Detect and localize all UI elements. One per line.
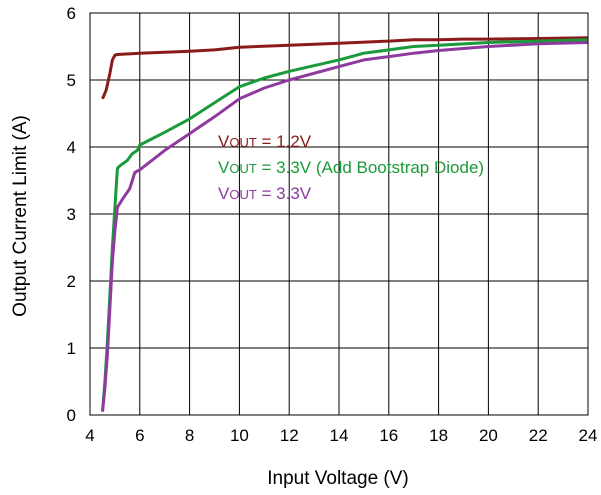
- x-tick-label: 22: [529, 426, 548, 445]
- x-tick-labels: 4 6 8 10 12 14 16 18 20 22 24: [85, 426, 597, 445]
- x-axis-title: Input Voltage (V): [267, 468, 409, 489]
- series-lines: [101, 36, 589, 412]
- x-tick-label: 14: [330, 426, 349, 445]
- y-tick-labels: 0 1 2 3 4 5 6: [67, 4, 76, 425]
- x-tick-label: 12: [280, 426, 299, 445]
- series-line-3: [101, 41, 589, 412]
- x-tick-label: 18: [429, 426, 448, 445]
- legend-entry-3: VOUT = 3.3V: [218, 184, 312, 203]
- y-tick-label: 4: [67, 138, 76, 157]
- y-tick-label: 3: [67, 205, 76, 224]
- series-line-2: [101, 38, 589, 412]
- legend-entry-1: VOUT = 1.2V: [218, 132, 312, 151]
- y-tick-label: 5: [67, 71, 76, 90]
- x-tick-label: 8: [185, 426, 194, 445]
- plot-frame: [89, 12, 589, 416]
- x-tick-label: 20: [479, 426, 498, 445]
- y-tick-label: 2: [67, 272, 76, 291]
- y-axis-title: Output Current Limit (A): [10, 115, 31, 317]
- y-tick-label: 6: [67, 4, 76, 23]
- legend: VOUT = 1.2V VOUT = 3.3V (Add Bootstrap Di…: [218, 132, 484, 203]
- legend-entry-2: VOUT = 3.3V (Add Bootstrap Diode): [218, 158, 484, 177]
- x-tick-label: 6: [135, 426, 144, 445]
- y-tick-label: 0: [67, 406, 76, 425]
- grid-lines: [89, 12, 589, 416]
- x-tick-label: 4: [85, 426, 94, 445]
- x-tick-label: 24: [579, 426, 598, 445]
- x-tick-label: 16: [379, 426, 398, 445]
- x-tick-label: 10: [230, 426, 249, 445]
- y-tick-label: 1: [67, 339, 76, 358]
- series-line-1: [101, 36, 589, 100]
